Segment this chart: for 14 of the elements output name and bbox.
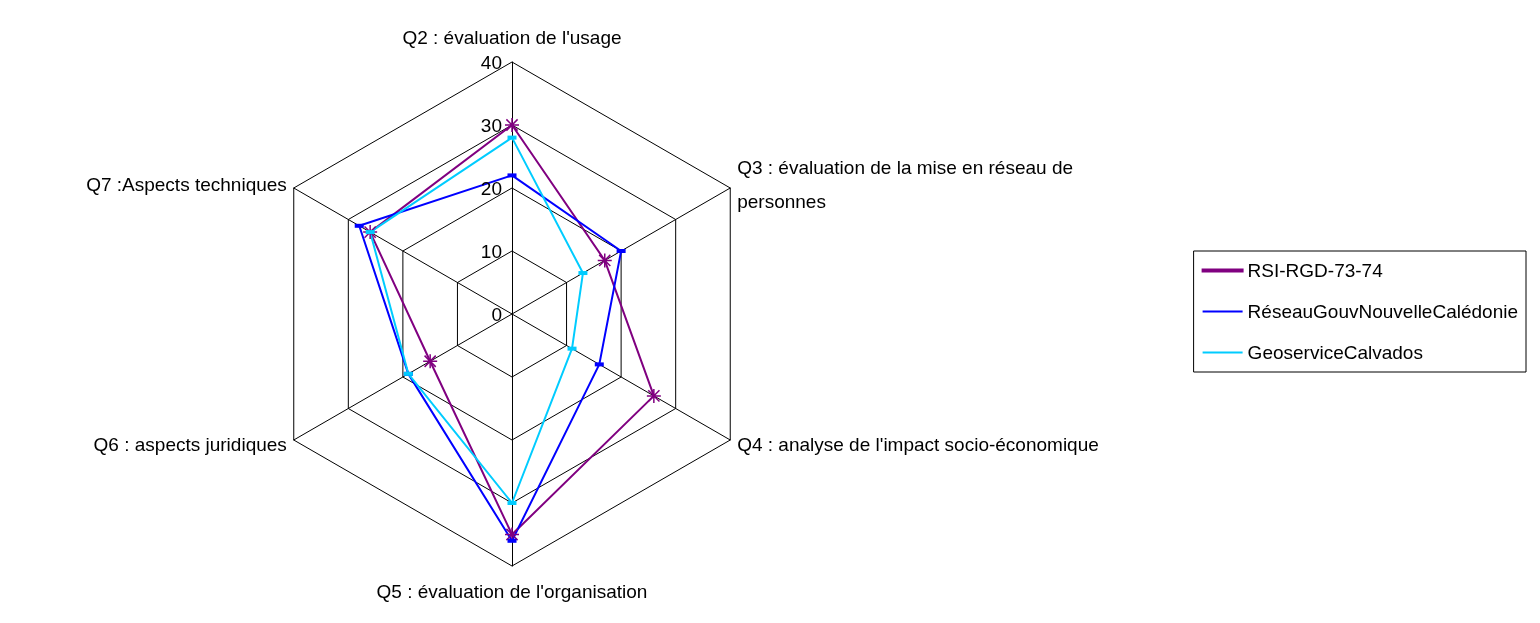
legend-label: RéseauGouvNouvelleCalédonie (1247, 301, 1519, 322)
spoke-label: Q5 : évaluation de l'organisation (376, 580, 648, 602)
spoke-label: Q3 : évaluation de la mise en réseau de personnes (737, 156, 1074, 212)
spoke-label: Q4 : analyse de l'impact socio-économique (737, 433, 1099, 455)
spoke-label: Q2 : évaluation de l'usage (402, 26, 622, 48)
y-tick-label: 0 (491, 303, 502, 325)
y-tick-label: 20 (480, 177, 502, 199)
y-tick-label: 10 (480, 240, 502, 262)
spoke-label: Q6 : aspects juridiques (93, 433, 287, 455)
spoke-label: Q7 :Aspects techniques (86, 173, 287, 195)
y-tick-label: 40 (480, 51, 502, 73)
y-tick-label: 30 (480, 114, 502, 136)
legend-label: RSI-RGD-73-74 (1247, 260, 1384, 281)
legend-label: GeoserviceCalvados (1247, 342, 1423, 363)
